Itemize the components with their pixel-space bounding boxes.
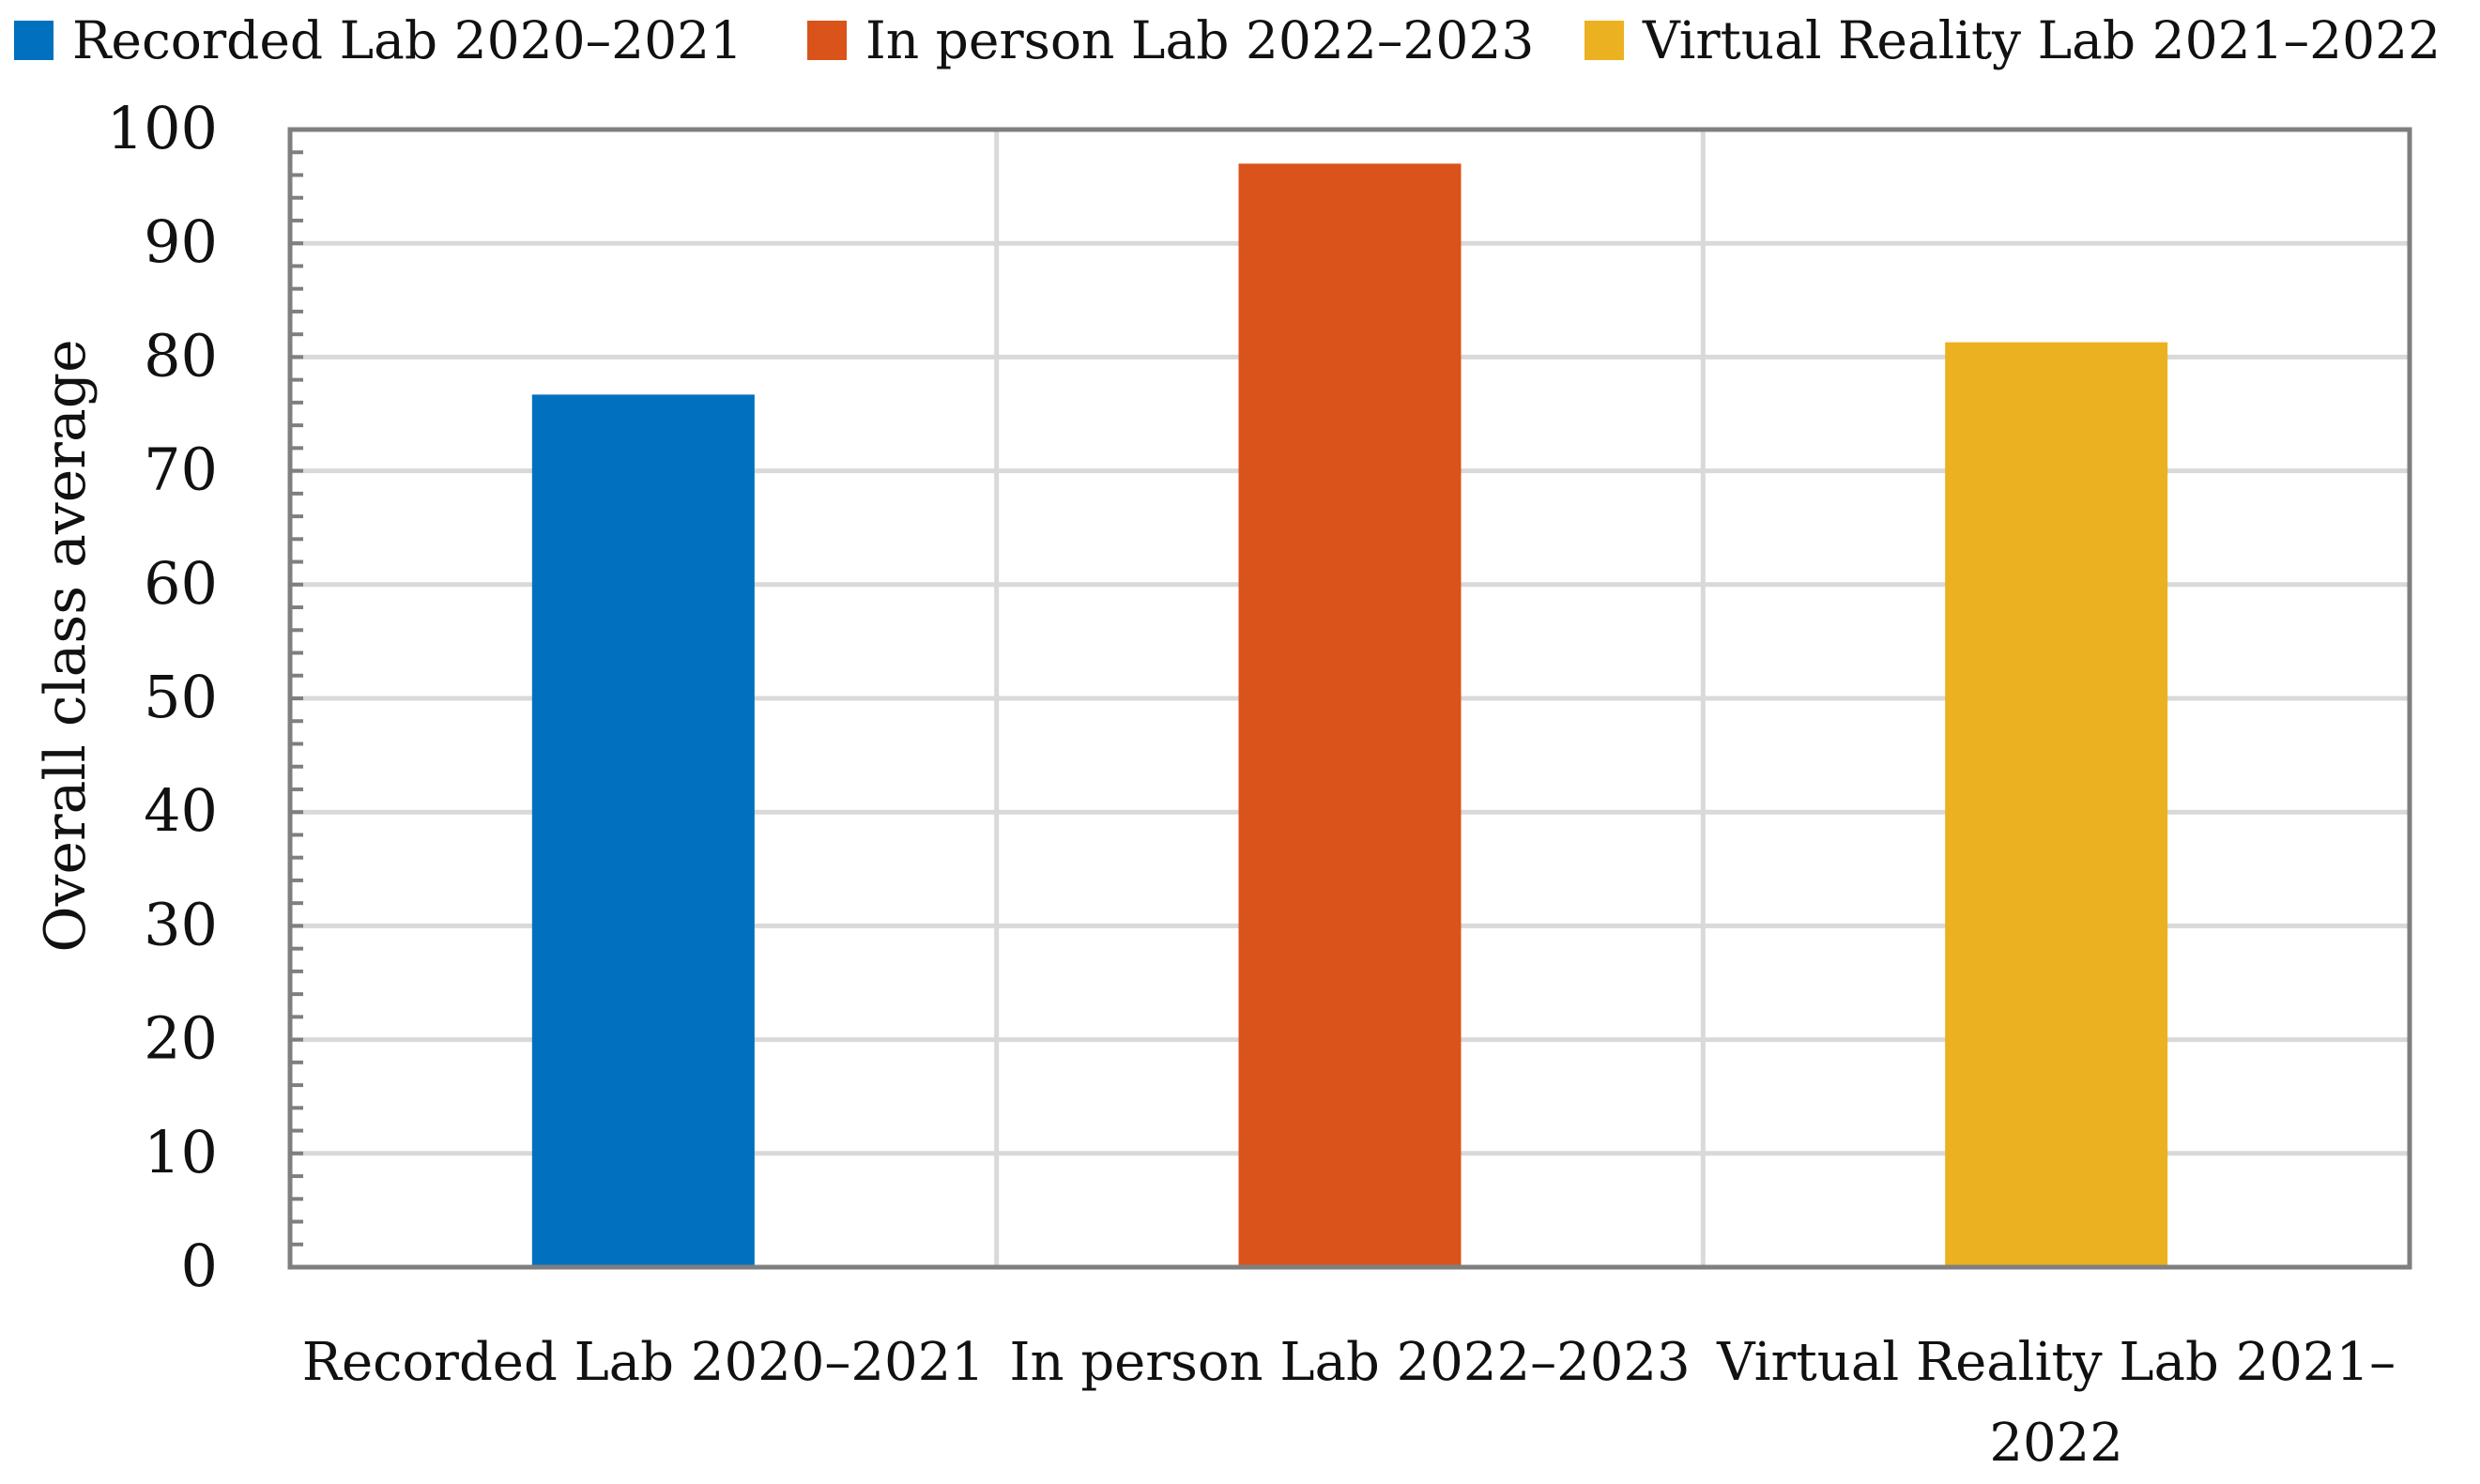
legend-swatch (14, 21, 54, 60)
x-tick-label: Virtual Reality Lab 2021– (1716, 1332, 2396, 1393)
y-tick-label: 30 (144, 890, 218, 958)
y-tick-label: 70 (144, 436, 218, 504)
bars (531, 163, 2168, 1268)
bar (1945, 342, 2168, 1267)
bar (531, 394, 755, 1267)
y-tick-labels: 0 10 20 30 40 50 60 70 80 90 100 (107, 94, 218, 1300)
y-tick-label: 0 (181, 1232, 218, 1300)
y-tick-label: 40 (144, 776, 218, 845)
axes (287, 127, 2412, 1270)
y-tick-label: 60 (144, 549, 218, 618)
x-tick-label: In person Lab 2022–2023 (1009, 1332, 1690, 1393)
legend: Recorded Lab 2020–2021 In person Lab 2022… (14, 10, 2441, 70)
y-tick-label: 100 (107, 94, 218, 162)
legend-label: Recorded Lab 2020–2021 (72, 10, 742, 70)
y-tick-label: 50 (144, 663, 218, 731)
x-tick-label: Recorded Lab 2020–2021 (302, 1332, 985, 1393)
legend-label: In person Lab 2022–2023 (865, 10, 1534, 70)
bar (1238, 163, 1462, 1268)
y-tick-label: 90 (144, 207, 218, 276)
y-axis-title: Overall class average (33, 339, 99, 952)
y-tick-label: 80 (144, 321, 218, 390)
x-tick-label: 2022 (1989, 1413, 2123, 1474)
y-tick-label: 20 (144, 1004, 218, 1073)
legend-swatch (807, 21, 847, 60)
y-tick-label: 10 (144, 1118, 218, 1186)
x-tick-labels: Recorded Lab 2020–2021 In person Lab 2022… (302, 1332, 2396, 1474)
legend-label: Virtual Reality Lab 2021–2022 (1642, 10, 2441, 70)
legend-swatch (1584, 21, 1624, 60)
